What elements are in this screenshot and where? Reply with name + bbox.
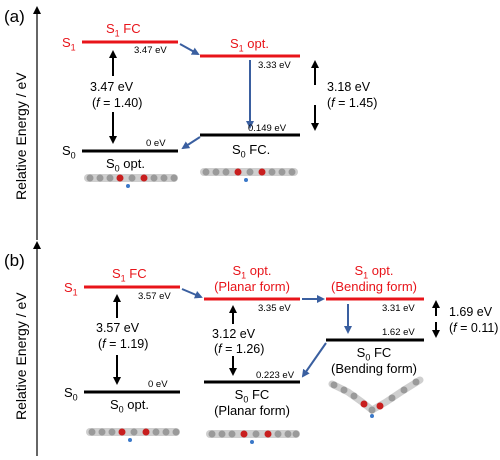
value-a-s1opt: 3.33 eV — [258, 60, 291, 71]
arrow-b-relax-fc-planar — [181, 288, 203, 299]
panel-label-a: (a) — [4, 7, 25, 26]
label-b-s0opt: S0 opt. — [110, 397, 149, 415]
molecule-a-s0opt — [84, 174, 178, 188]
label-a-s1fc: S1 FC — [106, 21, 141, 39]
abs-energy-b: 3.57 eV — [96, 321, 140, 335]
molecule-b-s0opt — [86, 428, 180, 442]
label-b-s1bend: S1 opt. — [354, 263, 394, 281]
axis-label-a: Relative Energy / eV — [13, 72, 29, 200]
arrow-a-relax-s1 — [179, 43, 200, 55]
form-b-s0bend: (Bending form) — [331, 361, 417, 376]
state-label-a-s1: S1 — [62, 35, 76, 53]
form-b-s1planar: (Planar form) — [214, 279, 290, 294]
label-b-s0planar: S0 FC — [234, 387, 270, 405]
abs-osc-b: (f = 1.19) — [98, 337, 149, 351]
label-b-s1planar: S1 opt. — [232, 263, 272, 281]
value-a-s0fc: 0.149 eV — [248, 123, 287, 134]
molecule-b-s0bend — [328, 376, 424, 418]
label-a-s1opt: S1 opt. — [230, 36, 269, 54]
emi-energy-a: 3.18 eV — [327, 80, 371, 94]
abs-energy-a: 3.47 eV — [90, 80, 134, 94]
state-label-a-s0: S0 — [62, 143, 76, 161]
emi-bend-energy-b: 1.69 eV — [449, 305, 493, 319]
form-b-s0planar: (Planar form) — [214, 403, 290, 418]
label-a-s0opt: S0 opt. — [106, 156, 145, 174]
label-b-s0bend: S0 FC — [356, 345, 392, 363]
label-b-s1fc: S1 FC — [112, 266, 147, 284]
emi-planar-osc-b: (f = 1.26) — [214, 342, 265, 356]
form-b-s1bend: (Bending form) — [331, 279, 417, 294]
value-b-s0opt: 0 eV — [148, 379, 168, 390]
molecule-a-s0fc — [200, 168, 298, 182]
emi-planar-energy-b: 3.12 eV — [212, 327, 256, 341]
arrow-a-relax-s0 — [181, 136, 201, 150]
emi-bend-osc-b: (f = 0.11) — [449, 321, 499, 335]
molecule-b-s0planar — [206, 430, 300, 444]
arrow-b-relax-bend-planar — [301, 342, 327, 378]
value-b-s1bend: 3.31 eV — [382, 303, 415, 314]
axis-label-b: Relative Energy / eV — [13, 292, 29, 420]
abs-osc-a: (f = 1.40) — [92, 96, 143, 110]
value-b-s0planar: 0.223 eV — [256, 370, 295, 381]
value-b-s1fc: 3.57 eV — [138, 291, 171, 302]
label-a-s0fc: S0 FC. — [232, 142, 271, 160]
value-b-s0bend: 1.62 eV — [382, 327, 415, 338]
value-b-s1planar: 3.35 eV — [258, 303, 291, 314]
emi-osc-a: (f = 1.45) — [327, 96, 378, 110]
state-label-b-s1: S1 — [64, 280, 78, 298]
value-a-s1fc: 3.47 eV — [134, 45, 167, 56]
panel-label-b: (b) — [4, 251, 25, 270]
value-a-s0opt: 0 eV — [146, 138, 166, 149]
state-label-b-s0: S0 — [64, 385, 78, 403]
